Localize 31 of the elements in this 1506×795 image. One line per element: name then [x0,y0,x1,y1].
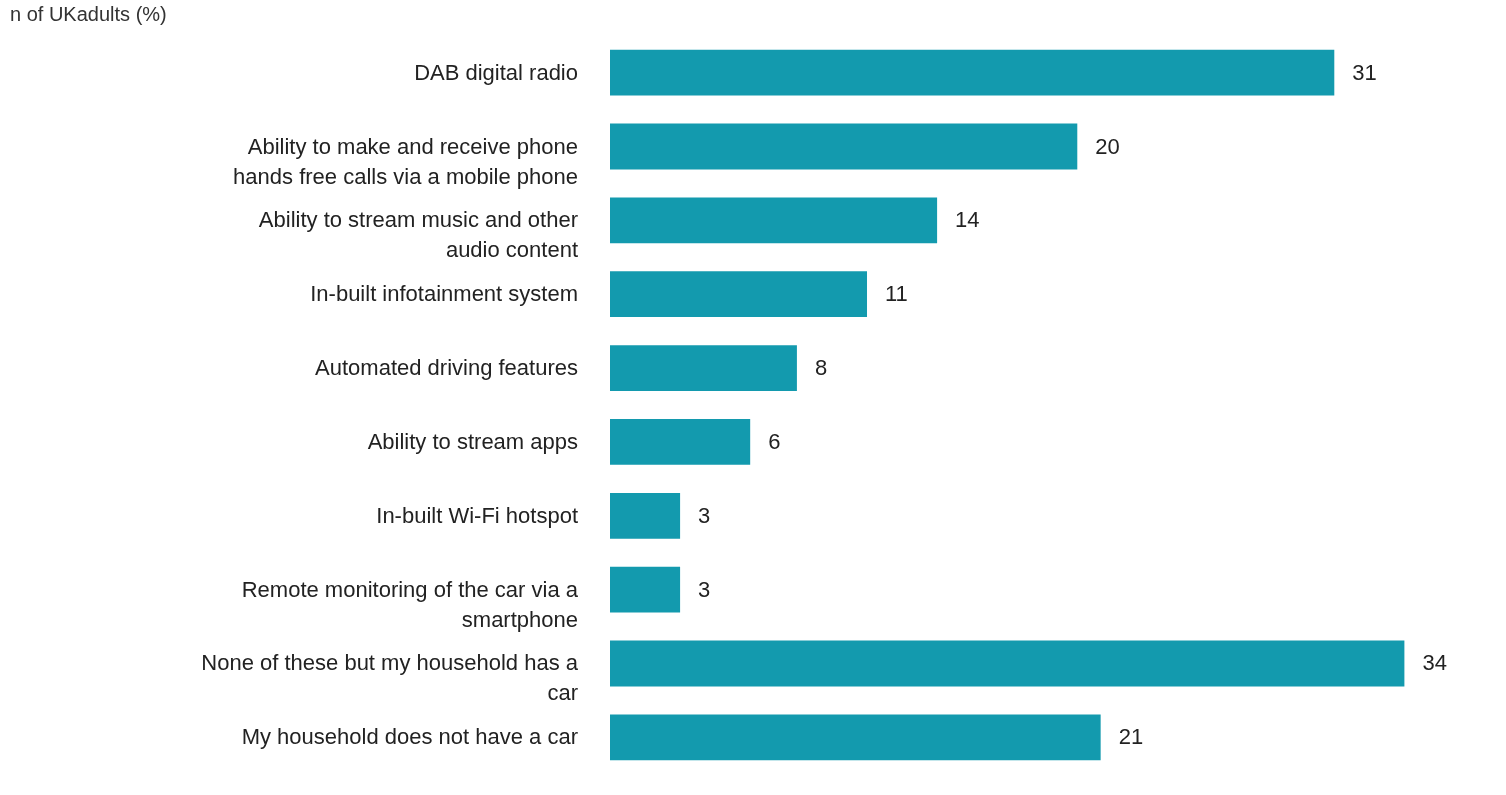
data-label: 14 [955,207,980,233]
y-tick-label: Remote monitoring of the car via a smartphone [241,576,579,632]
data-label: 3 [698,502,711,528]
bar [610,345,797,391]
data-label: 20 [1095,133,1120,159]
bar [610,640,1405,687]
y-tick-label: Ability to make and receive phone hands free calls via a mobile phone [233,133,578,189]
bar [610,123,1078,170]
data-label: 11 [885,281,908,307]
bar [610,197,938,244]
y-tick-label: In-built Wi-Fi hotspot [376,502,578,528]
y-tick-label: Ability to stream music and other audio content [258,207,578,263]
bar [610,49,1335,96]
y-tick-label: My household does not have a car [241,724,578,750]
data-label: 21 [1118,724,1144,750]
y-tick-label: Ability to stream apps [367,428,578,454]
data-label: 6 [768,428,781,454]
data-label: 8 [814,355,828,381]
bar [610,492,681,539]
text: n of UKadults (%) [10,3,167,25]
bar [610,419,751,465]
y-tick-label: DAB digital radio [414,59,578,85]
y-tick-label: In-built infotainment system [310,281,578,307]
data-label: 31 [1352,59,1377,85]
data-label: 3 [698,576,711,602]
bar [610,271,868,318]
bar [610,714,1101,761]
y-tick-label: Automated driving features [315,355,578,381]
y-tick-label: None of these but my household has a car [201,650,579,706]
data-label: 34 [1422,650,1447,676]
bar [610,566,681,613]
